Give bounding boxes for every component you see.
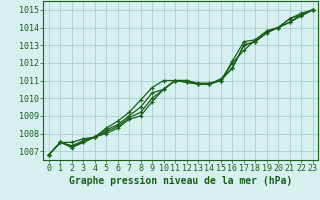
X-axis label: Graphe pression niveau de la mer (hPa): Graphe pression niveau de la mer (hPa)	[69, 176, 292, 186]
